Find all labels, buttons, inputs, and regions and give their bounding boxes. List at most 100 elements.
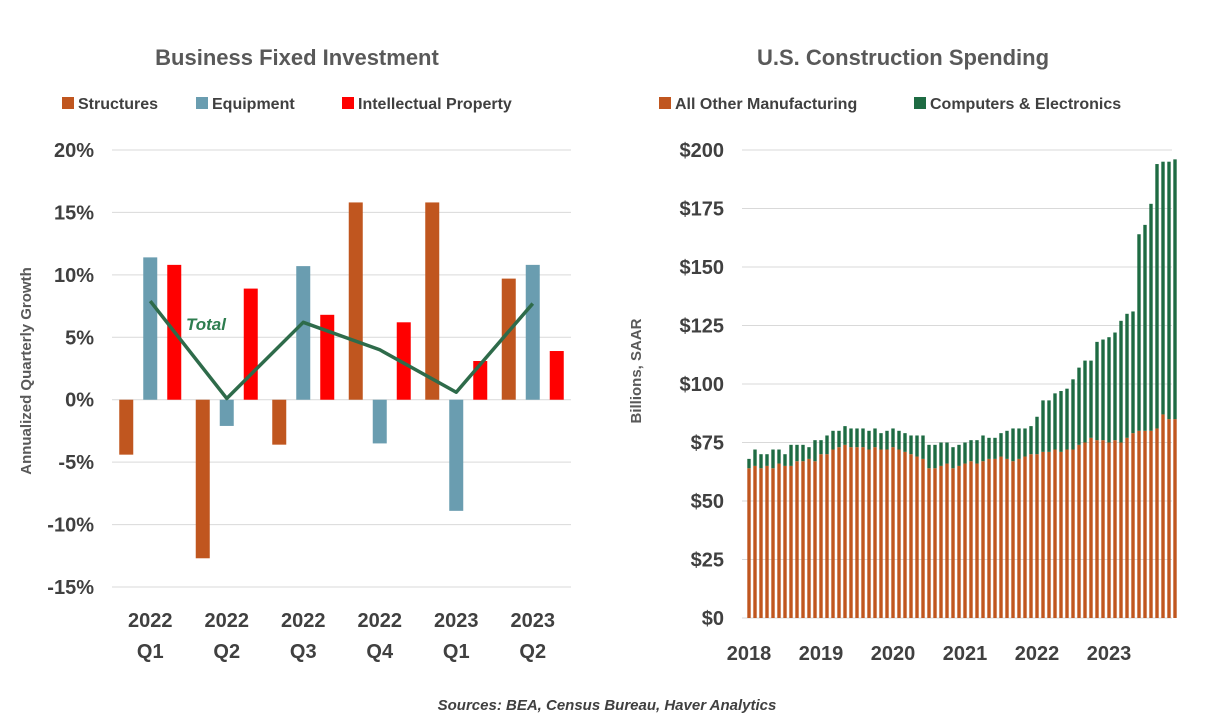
right-x-tick-label: 2021 bbox=[943, 643, 988, 665]
left-x-tick-year: 2022 bbox=[358, 610, 403, 632]
other-manufacturing-bar bbox=[915, 456, 919, 618]
computers-electronics-bar bbox=[1005, 430, 1009, 459]
left-chart-title: Business Fixed Investment bbox=[155, 45, 439, 70]
computers-electronics-bar bbox=[873, 428, 877, 448]
right-chart-title: U.S. Construction Spending bbox=[757, 45, 1049, 70]
equipment-bar bbox=[449, 399, 464, 511]
other-manufacturing-bar bbox=[1107, 442, 1111, 618]
computers-electronics-bar bbox=[1137, 234, 1141, 431]
computers-electronics-bar bbox=[819, 440, 823, 455]
other-manufacturing-bar bbox=[1077, 444, 1081, 618]
computers-electronics-bar bbox=[783, 454, 787, 466]
other-manufacturing-bar bbox=[789, 465, 793, 618]
computers-electronics-bar bbox=[927, 444, 931, 469]
right-y-tick-label: $0 bbox=[702, 608, 724, 630]
other-manufacturing-bar bbox=[837, 447, 841, 618]
other-manufacturing-bar bbox=[963, 463, 967, 618]
other-manufacturing-bar bbox=[1017, 458, 1021, 618]
right-y-tick-label: $200 bbox=[680, 140, 725, 162]
computers-electronics-bar bbox=[867, 430, 871, 450]
other-manufacturing-bar bbox=[933, 468, 937, 618]
equipment-bar bbox=[143, 257, 158, 400]
computers-electronics-bar bbox=[1101, 339, 1105, 441]
other-manufacturing-bar bbox=[1125, 437, 1129, 618]
intellectual-property-bar bbox=[396, 322, 411, 400]
other-manufacturing-bar bbox=[771, 468, 775, 618]
computers-electronics-bar bbox=[1131, 311, 1135, 434]
other-manufacturing-bar bbox=[891, 447, 895, 618]
left-x-tick-year: 2022 bbox=[281, 610, 326, 632]
computers-electronics-bar bbox=[1155, 164, 1159, 429]
other-manufacturing-bar bbox=[1005, 458, 1009, 618]
other-manufacturing-bar bbox=[1041, 451, 1045, 618]
other-manufacturing-bar bbox=[897, 449, 901, 618]
left-y-tick-label: -5% bbox=[58, 452, 94, 474]
other-manufacturing-bar bbox=[783, 465, 787, 618]
structures-bar bbox=[272, 399, 287, 445]
computers-electronics-bar bbox=[1173, 159, 1177, 420]
right-y-tick-label: $50 bbox=[691, 491, 724, 513]
other-manufacturing-bar bbox=[1065, 449, 1069, 618]
computers-electronics-bar bbox=[777, 449, 781, 464]
other-manufacturing-bar bbox=[843, 444, 847, 618]
computers-electronics-bar bbox=[1047, 400, 1051, 452]
computers-electronics-bar bbox=[909, 435, 913, 455]
right-x-tick-label: 2022 bbox=[1015, 643, 1060, 665]
left-x-tick-year: 2022 bbox=[205, 610, 250, 632]
equipment-bar bbox=[525, 264, 540, 400]
other-manufacturing-bar bbox=[879, 449, 883, 618]
other-manufacturing-bar bbox=[969, 461, 973, 618]
other-manufacturing-bar bbox=[921, 458, 925, 618]
computers-electronics-bar bbox=[1035, 416, 1039, 455]
right-x-tick-label: 2020 bbox=[871, 643, 916, 665]
computers-electronics-bar bbox=[831, 430, 835, 450]
computers-electronics-bar bbox=[855, 428, 859, 448]
other-manufacturing-bar bbox=[1119, 442, 1123, 618]
other-manufacturing-bar bbox=[945, 463, 949, 618]
right-y-tick-label: $75 bbox=[691, 433, 724, 455]
other-manufacturing-bar bbox=[1113, 440, 1117, 618]
computers-electronics-bar bbox=[1017, 428, 1021, 459]
intellectual-property-bar bbox=[549, 351, 564, 400]
other-manufacturing-bar bbox=[909, 454, 913, 618]
right-y-axis-label: Billions, SAAR bbox=[628, 318, 645, 423]
computers-electronics-bar bbox=[987, 437, 991, 459]
other-manufacturing-bar bbox=[1023, 456, 1027, 618]
left-y-axis-label: Annualized Quarterly Growth bbox=[18, 267, 35, 475]
left-x-tick-quarter: Q3 bbox=[290, 641, 317, 663]
equipment-bar bbox=[372, 399, 387, 444]
computers-electronics-bar bbox=[885, 430, 889, 450]
other-manufacturing-bar bbox=[801, 461, 805, 618]
computers-electronics-bar bbox=[1125, 313, 1129, 438]
computers-electronics-bar bbox=[849, 428, 853, 448]
left-legend-label: Equipment bbox=[212, 96, 295, 113]
right-x-tick-label: 2019 bbox=[799, 643, 844, 665]
structures-bar bbox=[348, 202, 363, 400]
other-manufacturing-bar bbox=[951, 468, 955, 618]
computers-electronics-bar bbox=[1149, 203, 1153, 431]
left-y-tick-label: -15% bbox=[47, 577, 94, 599]
other-manufacturing-bar bbox=[1155, 428, 1159, 618]
computers-electronics-bar bbox=[891, 428, 895, 448]
computers-electronics-bar bbox=[759, 454, 763, 469]
computers-electronics-bar bbox=[999, 433, 1003, 457]
right-y-tick-label: $175 bbox=[680, 199, 725, 221]
computers-electronics-bar bbox=[897, 430, 901, 450]
computers-electronics-bar bbox=[1041, 400, 1045, 452]
computers-electronics-bar bbox=[753, 449, 757, 466]
left-x-tick-quarter: Q2 bbox=[213, 641, 240, 663]
other-manufacturing-bar bbox=[1167, 419, 1171, 618]
left-y-tick-label: 0% bbox=[65, 390, 94, 412]
structures-bar bbox=[195, 399, 210, 559]
other-manufacturing-bar bbox=[1053, 449, 1057, 618]
computers-electronics-bar bbox=[771, 449, 775, 469]
computers-electronics-bar bbox=[1143, 224, 1147, 431]
left-x-tick-quarter: Q1 bbox=[137, 641, 164, 663]
computers-electronics-bar bbox=[1095, 341, 1099, 441]
computers-electronics-bar bbox=[1029, 426, 1033, 455]
right-y-tick-label: $150 bbox=[680, 257, 725, 279]
computers-electronics-bar bbox=[1107, 337, 1111, 443]
left-x-tick-year: 2022 bbox=[128, 610, 173, 632]
computers-electronics-bar bbox=[861, 428, 865, 448]
